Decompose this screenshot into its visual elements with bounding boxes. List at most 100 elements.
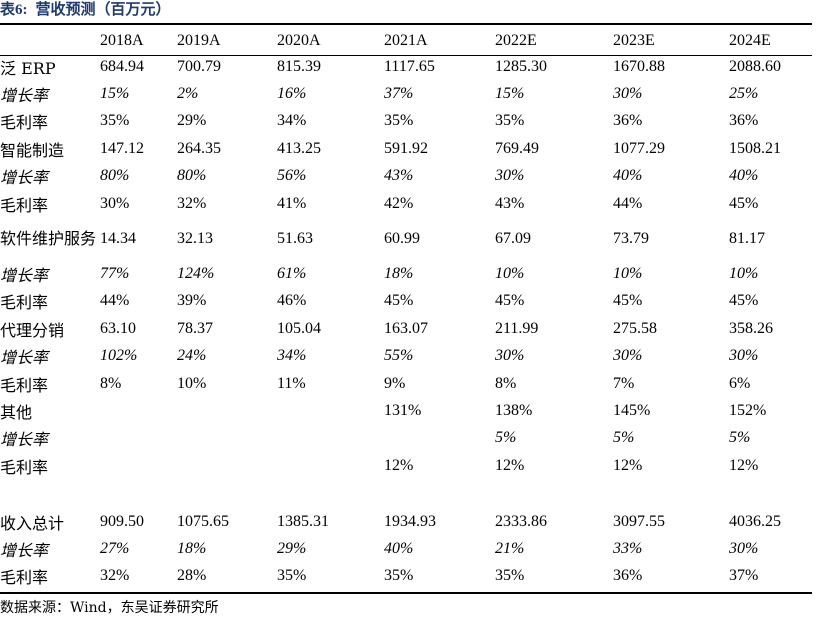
row-label: 毛利率 [0,375,49,395]
table-cell: 35% [384,112,414,130]
table-cell: 21% [495,539,525,557]
row-label: 毛利率 [0,195,49,215]
table-cell: 29% [177,112,207,130]
table-row: 增长率 27% 18% 29% 40% 21% 33% 30% [0,535,812,562]
table-cell: 45% [729,292,759,310]
table-cell: 909.50 [100,512,144,530]
table-cell: 3097.55 [613,512,665,530]
table-row: 增长率 15% 2% 16% 37% 15% 30% 25% [0,80,812,107]
table-cell [177,479,277,507]
table-cell: 12% [613,456,643,474]
table-title-text: 营收预测（百万元） [35,2,171,18]
table-cell [277,479,384,507]
header-cell-2020a: 2020A [277,31,321,49]
table-cell: 29% [277,539,307,557]
table-cell: 358.26 [729,319,773,337]
table-cell: 81.17 [729,229,765,247]
table-cell: 43% [495,194,525,212]
table-row: 毛利率 44% 39% 46% 45% 45% 45% 45% [0,288,812,315]
table-cell: 45% [384,292,414,310]
table-cell: 30% [100,194,130,212]
table-cell: 1117.65 [384,57,435,75]
table-cell: 55% [384,347,414,365]
table-cell: 10% [729,265,759,283]
table-cell: 35% [384,567,414,585]
table-cell: 77% [100,265,130,283]
table-cell [100,452,177,479]
table-cell [384,479,495,507]
table-body: 泛 ERP 684.94 700.79 815.39 1117.65 1285.30 167… [0,53,812,590]
table-cell: 73.79 [613,229,649,247]
row-label: 其他 [0,402,33,422]
table-cell [100,397,177,424]
table-row: 增长率 80% 80% 56% 43% 30% 40% 40% [0,163,812,190]
table-cell: 8% [100,374,122,392]
table-cell [613,479,729,507]
table-cell: 18% [177,539,207,557]
table-cell: 35% [495,112,525,130]
header-cell-2024e: 2024E [729,31,771,49]
table-cell: 78.37 [177,319,213,337]
table-cell: 45% [495,292,525,310]
table-cell [277,397,384,424]
row-label: 增长率 [0,540,49,560]
header-cell-2018a: 2018A [100,31,144,49]
table-cell: 15% [495,85,525,103]
table-cell: 35% [495,567,525,585]
bottom-rule [0,592,812,594]
table-cell: 24% [177,347,207,365]
table-cell: 63.10 [100,319,136,337]
table-cell: 7% [613,374,635,392]
table-cell: 147.12 [100,139,144,157]
table-cell [100,479,177,507]
table-cell: 1670.88 [613,57,665,75]
table-row: 代理分销 63.10 78.37 105.04 163.07 211.99 275.58 35… [0,315,812,342]
table-cell: 39% [177,292,207,310]
table-cell: 80% [177,167,207,185]
table-cell: 815.39 [277,57,321,75]
table-cell: 30% [729,539,759,557]
table-cell: 80% [100,167,130,185]
table-cell: 35% [277,567,307,585]
table-cell: 46% [277,292,307,310]
table-row: 毛利率 30% 32% 41% 42% 43% 44% 45% [0,190,812,217]
table-cell: 44% [613,194,643,212]
table-cell: 44% [100,292,130,310]
row-label: 收入总计 [0,513,65,533]
header-cell-2023e: 2023E [613,31,655,49]
table-cell: 37% [384,85,414,103]
table-cell: 37% [729,567,759,585]
row-label [0,479,100,507]
table-cell: 30% [495,167,525,185]
table-cell: 42% [384,194,414,212]
source-note: 数据来源：Wind，东吴证券研究所 [0,600,219,616]
table-cell: 14.34 [100,229,136,247]
row-label: 毛利率 [0,113,49,133]
table-cell: 30% [613,85,643,103]
table-cell: 32% [100,567,130,585]
table-cell: 10% [613,265,643,283]
table-cell: 1508.21 [729,139,781,157]
table-cell: 40% [384,539,414,557]
table-row: 增长率 102% 24% 34% 55% 30% 30% 30% [0,343,812,370]
table-cell: 12% [495,456,525,474]
table-cell: 769.49 [495,139,539,157]
table-cell: 1385.31 [277,512,329,530]
table-row: 泛 ERP 684.94 700.79 815.39 1117.65 1285.30 167… [0,53,812,80]
top-rule [0,23,812,25]
table-row: 智能制造 147.12 264.35 413.25 591.92 769.49 1077.2… [0,135,812,162]
table-cell: 2% [177,85,199,103]
table-cell: 60.99 [384,229,420,247]
table-cell: 9% [384,374,406,392]
table-cell: 16% [277,85,307,103]
table-cell: 12% [729,456,759,474]
row-label: 增长率 [0,430,49,450]
table-cell: 5% [495,429,517,447]
table-cell: 35% [100,112,130,130]
table-cell: 61% [277,265,307,283]
table-cell: 5% [613,429,635,447]
table-cell: 30% [729,347,759,365]
spacer-row [0,479,812,507]
table-cell: 2088.60 [729,57,781,75]
row-label: 毛利率 [0,457,49,477]
